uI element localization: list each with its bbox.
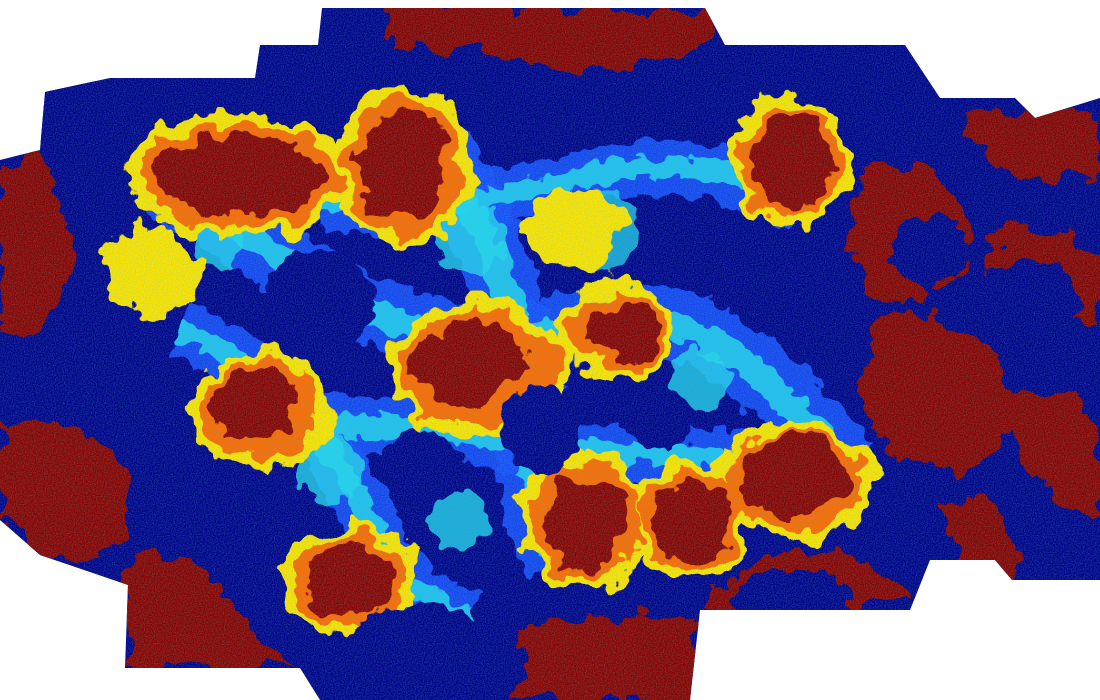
density-map-canvas [0,8,1100,700]
grain-overlay-warm [0,8,1100,700]
density-map [0,8,1100,700]
survey-footprint [0,8,1100,700]
